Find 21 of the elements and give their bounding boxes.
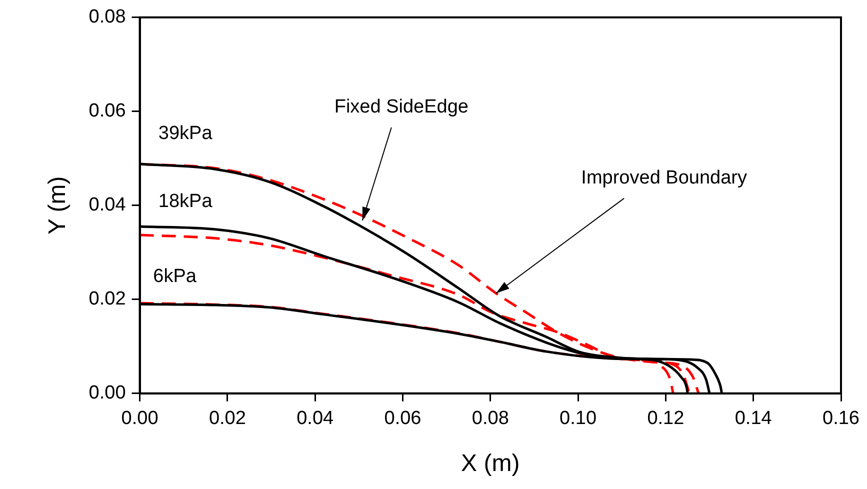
x-tick-label: 0.08 [472,408,509,430]
y-tick-label: 0.08 [88,6,126,28]
annotation: 6kPa [153,266,197,288]
x-tick-label: 0.04 [296,408,334,430]
annotation: Fixed SideEdge [334,96,468,118]
x-tick-label: 0.14 [734,408,772,430]
y-tick-label: 0.02 [88,288,126,310]
x-axis-title: X (m) [461,450,520,478]
x-tick-label: 0.16 [822,408,860,430]
y-tick-label: 0.06 [88,100,126,122]
annotation: Improved Boundary [581,168,748,189]
x-tick-label: 0.00 [121,408,158,430]
y-axis-title: Y (m) [44,176,72,235]
annotation: 39kPa [158,123,213,144]
x-tick-label: 0.06 [384,408,422,430]
y-tick-label: 0.04 [88,194,126,216]
x-tick-label: 0.02 [208,408,246,430]
x-tick-label: 0.12 [647,408,684,430]
y-tick-label: 0.00 [88,382,126,404]
x-tick-label: 0.10 [560,408,597,430]
annotation: 18kPa [158,190,213,212]
